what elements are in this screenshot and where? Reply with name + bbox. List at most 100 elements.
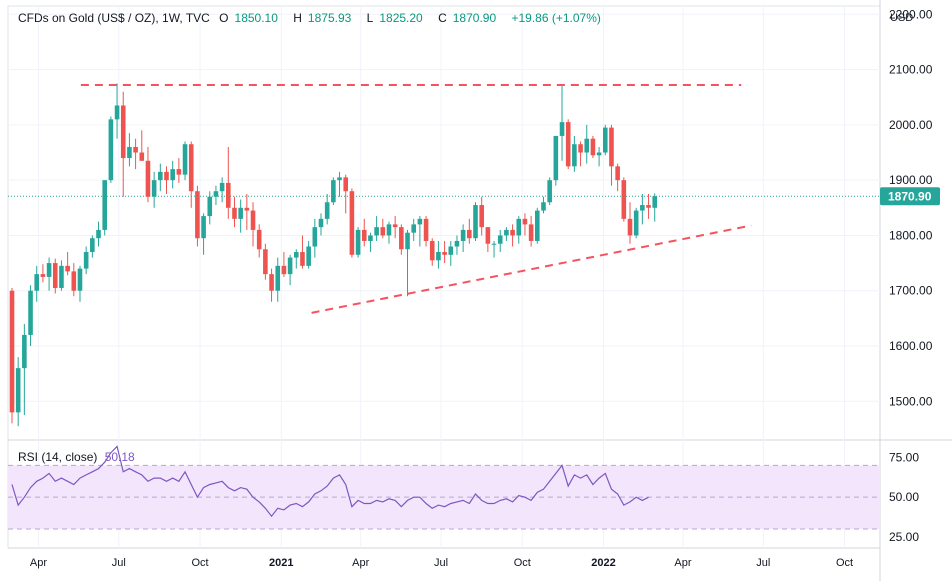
candle-body — [46, 263, 52, 277]
trend-lines[interactable] — [8, 84, 880, 314]
candle-body — [442, 252, 447, 255]
change-value: +19.86 (+1.07%) — [511, 11, 601, 25]
candle-body — [158, 171, 163, 181]
candle-body — [244, 207, 250, 211]
candle-body — [337, 177, 342, 181]
candle-body — [28, 290, 33, 335]
candle-body — [368, 235, 373, 241]
candle-body — [182, 144, 188, 175]
price-tick-label: 1800.00 — [889, 228, 933, 242]
candle-body — [504, 229, 509, 236]
candle-body — [584, 138, 590, 153]
candle-body — [609, 127, 614, 167]
candle-body — [318, 218, 324, 228]
price-tag-box — [880, 187, 940, 206]
candle-body — [108, 119, 114, 181]
rsi-tick-label: 75.00 — [889, 450, 919, 464]
candle-body — [40, 274, 46, 277]
high-value: 1875.93 — [307, 11, 352, 25]
candle-body — [386, 224, 392, 236]
candle-body — [256, 229, 262, 250]
candle-body — [417, 218, 423, 225]
candle-body — [392, 224, 398, 228]
candle-body — [559, 122, 565, 136]
candle-body — [448, 246, 454, 255]
axes: 2200.00 2100.00 2000.00 1900.00 1800.00 1700.… — [30, 7, 933, 569]
candle-body — [572, 144, 577, 167]
rsi-line — [11, 445, 649, 518]
candle-body — [15, 368, 21, 413]
candle-body — [90, 238, 95, 253]
rsi-label: RSI (14, close) — [18, 450, 98, 464]
candle-body — [83, 252, 89, 269]
candle-body — [547, 180, 552, 203]
candle-body — [349, 191, 355, 255]
close-value: 1870.90 — [452, 11, 497, 25]
candle-body — [306, 246, 311, 266]
candle-body — [535, 210, 540, 241]
candle-body — [473, 205, 478, 239]
candle-body — [164, 171, 169, 181]
candle-body — [374, 227, 379, 236]
candle-body — [491, 243, 497, 245]
time-tick-label: 2022 — [591, 557, 615, 569]
candle-body — [232, 207, 237, 219]
candle-body — [423, 218, 429, 241]
grid — [7, 0, 952, 581]
candle-body — [646, 205, 651, 208]
candle-body — [578, 144, 583, 153]
candle-body — [516, 218, 522, 236]
candle-body — [331, 180, 336, 203]
candle-body — [596, 152, 602, 156]
rsi-tick-label: 50.00 — [889, 490, 919, 504]
candle-body — [590, 138, 596, 156]
support-trend-line — [311, 224, 752, 314]
candle-body — [287, 257, 293, 275]
symbol-legend: CFDs on Gold (US$ / OZ), 1W, TVC O 1850.1… — [18, 11, 607, 25]
candle-body — [479, 205, 484, 228]
candle-body — [343, 177, 349, 192]
open-value: 1850.10 — [234, 11, 278, 25]
candle-body — [361, 229, 367, 241]
symbol-title: CFDs on Gold (US$ / OZ), 1W, TVC — [18, 11, 210, 25]
time-tick-label: Jul — [434, 557, 448, 569]
candle-body — [460, 229, 466, 241]
candle-body — [201, 216, 206, 239]
candle-body — [553, 135, 559, 181]
close-label: C — [438, 11, 447, 25]
candle-body — [300, 252, 305, 266]
candle-body — [151, 180, 157, 197]
time-tick-label: Apr — [30, 557, 47, 569]
candle-body — [293, 252, 299, 258]
price-tick-label: 2200.00 — [889, 7, 933, 21]
candle-body — [213, 191, 219, 197]
candle-body — [275, 265, 281, 291]
candle-body — [312, 227, 318, 247]
candle-body — [52, 263, 58, 288]
candle-body — [195, 191, 200, 239]
candle-body — [627, 218, 633, 236]
candle-body — [59, 265, 64, 288]
rsi-band — [8, 464, 880, 530]
rsi-legend: RSI (14, close) 50.18 — [18, 450, 135, 464]
candle-body — [170, 169, 175, 181]
candle-body — [139, 152, 145, 161]
candle-body — [250, 210, 256, 230]
candle-body — [522, 218, 528, 225]
candle-body — [497, 235, 503, 244]
price-tag-label: 1870.90 — [888, 190, 932, 204]
price-tick-label: 2100.00 — [889, 63, 933, 77]
candle-body — [541, 202, 546, 211]
time-tick-label: Apr — [674, 557, 691, 569]
candle-body — [34, 274, 40, 291]
candle-body — [263, 249, 268, 275]
candle-body — [380, 227, 386, 236]
price-tag: 1870.90 — [880, 187, 940, 206]
candle-body — [411, 224, 416, 233]
candle-body — [133, 146, 138, 153]
candle-body — [238, 207, 243, 219]
candle-body — [429, 240, 435, 261]
candle-body — [602, 127, 608, 153]
